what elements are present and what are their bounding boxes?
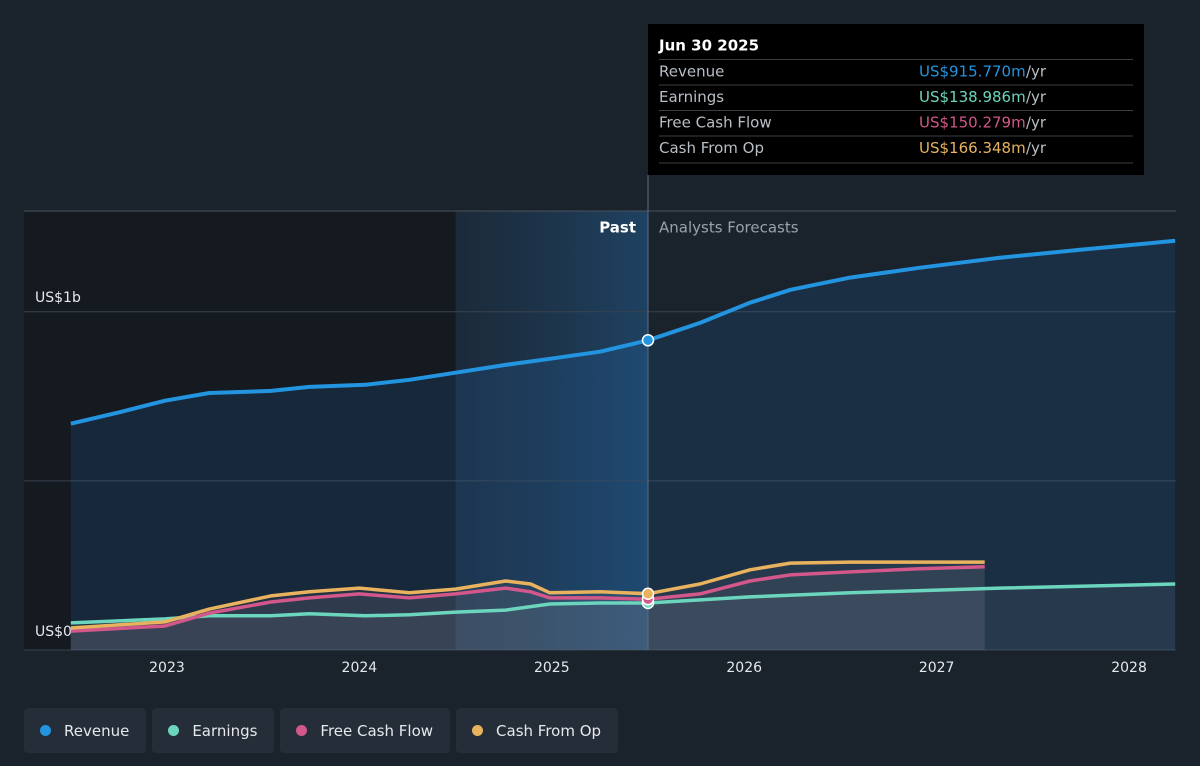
tooltip-value: US$915.770m bbox=[919, 63, 1026, 81]
tooltip-label: Cash From Op bbox=[659, 139, 764, 157]
x-tick-label: 2027 bbox=[919, 660, 955, 676]
legend: Revenue Earnings Free Cash Flow Cash From O… bbox=[24, 708, 619, 753]
legend-label: Free Cash Flow bbox=[320, 721, 434, 740]
forecast-label: Analysts Forecasts bbox=[659, 219, 799, 237]
highlight-region bbox=[455, 211, 649, 650]
y-tick-label: US$0 bbox=[35, 624, 72, 640]
legend-item[interactable]: Revenue bbox=[24, 708, 147, 753]
legend-item[interactable]: Cash From Op bbox=[456, 708, 619, 753]
past-label: Past bbox=[599, 219, 636, 237]
tooltip-box bbox=[648, 24, 1145, 175]
series-line bbox=[70, 238, 1176, 426]
y-tick-label: US$1b bbox=[35, 290, 81, 306]
x-tick-label: 2026 bbox=[726, 660, 762, 676]
x-tick-label: 2024 bbox=[342, 660, 378, 676]
tooltip-value: US$166.348m bbox=[919, 139, 1026, 157]
tooltip-unit: /yr bbox=[1026, 63, 1047, 81]
tooltip-label: Free Cash Flow bbox=[659, 114, 772, 132]
tooltip-value: US$138.986m bbox=[919, 88, 1026, 106]
x-tick-label: 2025 bbox=[534, 660, 570, 676]
series-line bbox=[70, 560, 985, 630]
legend-swatch bbox=[472, 725, 484, 736]
legend-swatch bbox=[40, 725, 51, 736]
legend-item[interactable]: Free Cash Flow bbox=[280, 708, 451, 753]
legend-item[interactable]: Earnings bbox=[152, 708, 275, 753]
tooltip-unit: /yr bbox=[1026, 114, 1047, 132]
past-background bbox=[24, 211, 456, 650]
area bbox=[70, 584, 1176, 650]
marker bbox=[641, 334, 655, 347]
chart: US$0 US$1b 2023 2024 2025 2026 2027 2028 Past Ana… bbox=[24, 24, 1176, 676]
tooltip-label: Revenue bbox=[659, 63, 724, 81]
tooltip-label: Earnings bbox=[659, 88, 724, 106]
tooltip-value: US$150.279m bbox=[919, 114, 1026, 132]
tooltip-unit: /yr bbox=[1026, 139, 1047, 157]
tooltip-title: Jun 30 2025 bbox=[658, 37, 759, 55]
tooltip-unit: /yr bbox=[1026, 88, 1047, 106]
legend-label: Earnings bbox=[192, 721, 258, 740]
x-tick-label: 2023 bbox=[149, 660, 185, 676]
legend-swatch bbox=[296, 725, 308, 736]
marker bbox=[641, 587, 655, 600]
series-line bbox=[70, 582, 1176, 625]
legend-label: Cash From Op bbox=[496, 721, 602, 740]
legend-swatch bbox=[168, 725, 180, 736]
series-line bbox=[70, 565, 985, 633]
area bbox=[70, 240, 1176, 651]
legend-label: Revenue bbox=[64, 721, 130, 740]
x-tick-label: 2028 bbox=[1111, 660, 1147, 676]
